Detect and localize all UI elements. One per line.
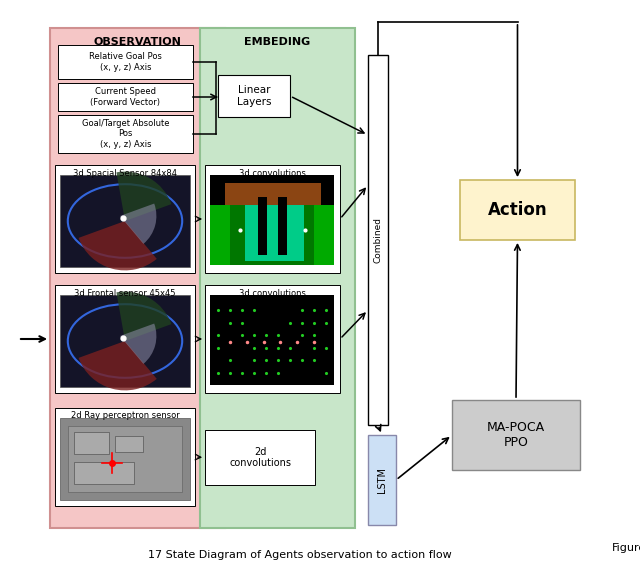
- Text: Relative Goal Pos
(x, y, z) Axis: Relative Goal Pos (x, y, z) Axis: [89, 52, 162, 72]
- Text: 2d
convolutions: 2d convolutions: [229, 447, 291, 469]
- Text: Linear
Layers: Linear Layers: [237, 85, 271, 107]
- Wedge shape: [116, 292, 172, 341]
- Text: Combined: Combined: [374, 217, 383, 263]
- Text: MA-POCA
PPO: MA-POCA PPO: [487, 421, 545, 449]
- Bar: [245, 193, 304, 261]
- Text: Figure: Figure: [612, 543, 640, 553]
- Bar: [218, 75, 290, 117]
- Bar: [230, 190, 314, 265]
- Bar: [74, 462, 134, 484]
- Bar: [205, 165, 340, 273]
- Bar: [210, 295, 334, 385]
- Bar: [55, 165, 195, 273]
- Bar: [258, 197, 267, 255]
- Bar: [205, 285, 340, 393]
- Bar: [452, 400, 580, 470]
- Bar: [115, 436, 143, 452]
- Bar: [58, 115, 193, 153]
- Text: 3d convolutions: 3d convolutions: [239, 288, 306, 298]
- Bar: [55, 408, 195, 506]
- Text: LSTM: LSTM: [377, 467, 387, 493]
- Bar: [200, 28, 355, 528]
- Wedge shape: [120, 324, 156, 364]
- Bar: [278, 197, 287, 255]
- Bar: [74, 432, 109, 454]
- Bar: [58, 83, 193, 111]
- Text: 3d convolutions: 3d convolutions: [239, 169, 306, 177]
- Text: 3d Frontal sensor 45x45: 3d Frontal sensor 45x45: [74, 288, 176, 298]
- Bar: [368, 435, 396, 525]
- Bar: [210, 175, 334, 265]
- Wedge shape: [79, 221, 157, 270]
- Bar: [60, 295, 190, 387]
- Bar: [68, 426, 182, 492]
- Text: Action: Action: [488, 201, 547, 219]
- Text: 2d Ray perceptron sensor: 2d Ray perceptron sensor: [70, 412, 179, 421]
- Bar: [60, 418, 190, 500]
- Bar: [210, 205, 334, 265]
- Bar: [50, 28, 225, 528]
- Bar: [60, 175, 190, 267]
- Bar: [225, 183, 321, 205]
- Bar: [55, 285, 195, 393]
- Text: 3d Spacial Sensor 84x84: 3d Spacial Sensor 84x84: [73, 169, 177, 177]
- Wedge shape: [79, 341, 157, 390]
- Text: Goal/Target Absolute
Pos
(x, y, z) Axis: Goal/Target Absolute Pos (x, y, z) Axis: [82, 119, 169, 149]
- Bar: [460, 180, 575, 240]
- Text: EMBEDING: EMBEDING: [244, 37, 310, 47]
- Bar: [368, 55, 388, 425]
- Wedge shape: [116, 172, 172, 221]
- Wedge shape: [120, 203, 156, 244]
- Text: Current Speed
(Forward Vector): Current Speed (Forward Vector): [90, 87, 161, 107]
- Text: 17 State Diagram of Agents observation to action flow: 17 State Diagram of Agents observation t…: [148, 550, 452, 560]
- Bar: [205, 430, 315, 485]
- Text: OBSERVATION: OBSERVATION: [93, 37, 181, 47]
- Bar: [58, 45, 193, 79]
